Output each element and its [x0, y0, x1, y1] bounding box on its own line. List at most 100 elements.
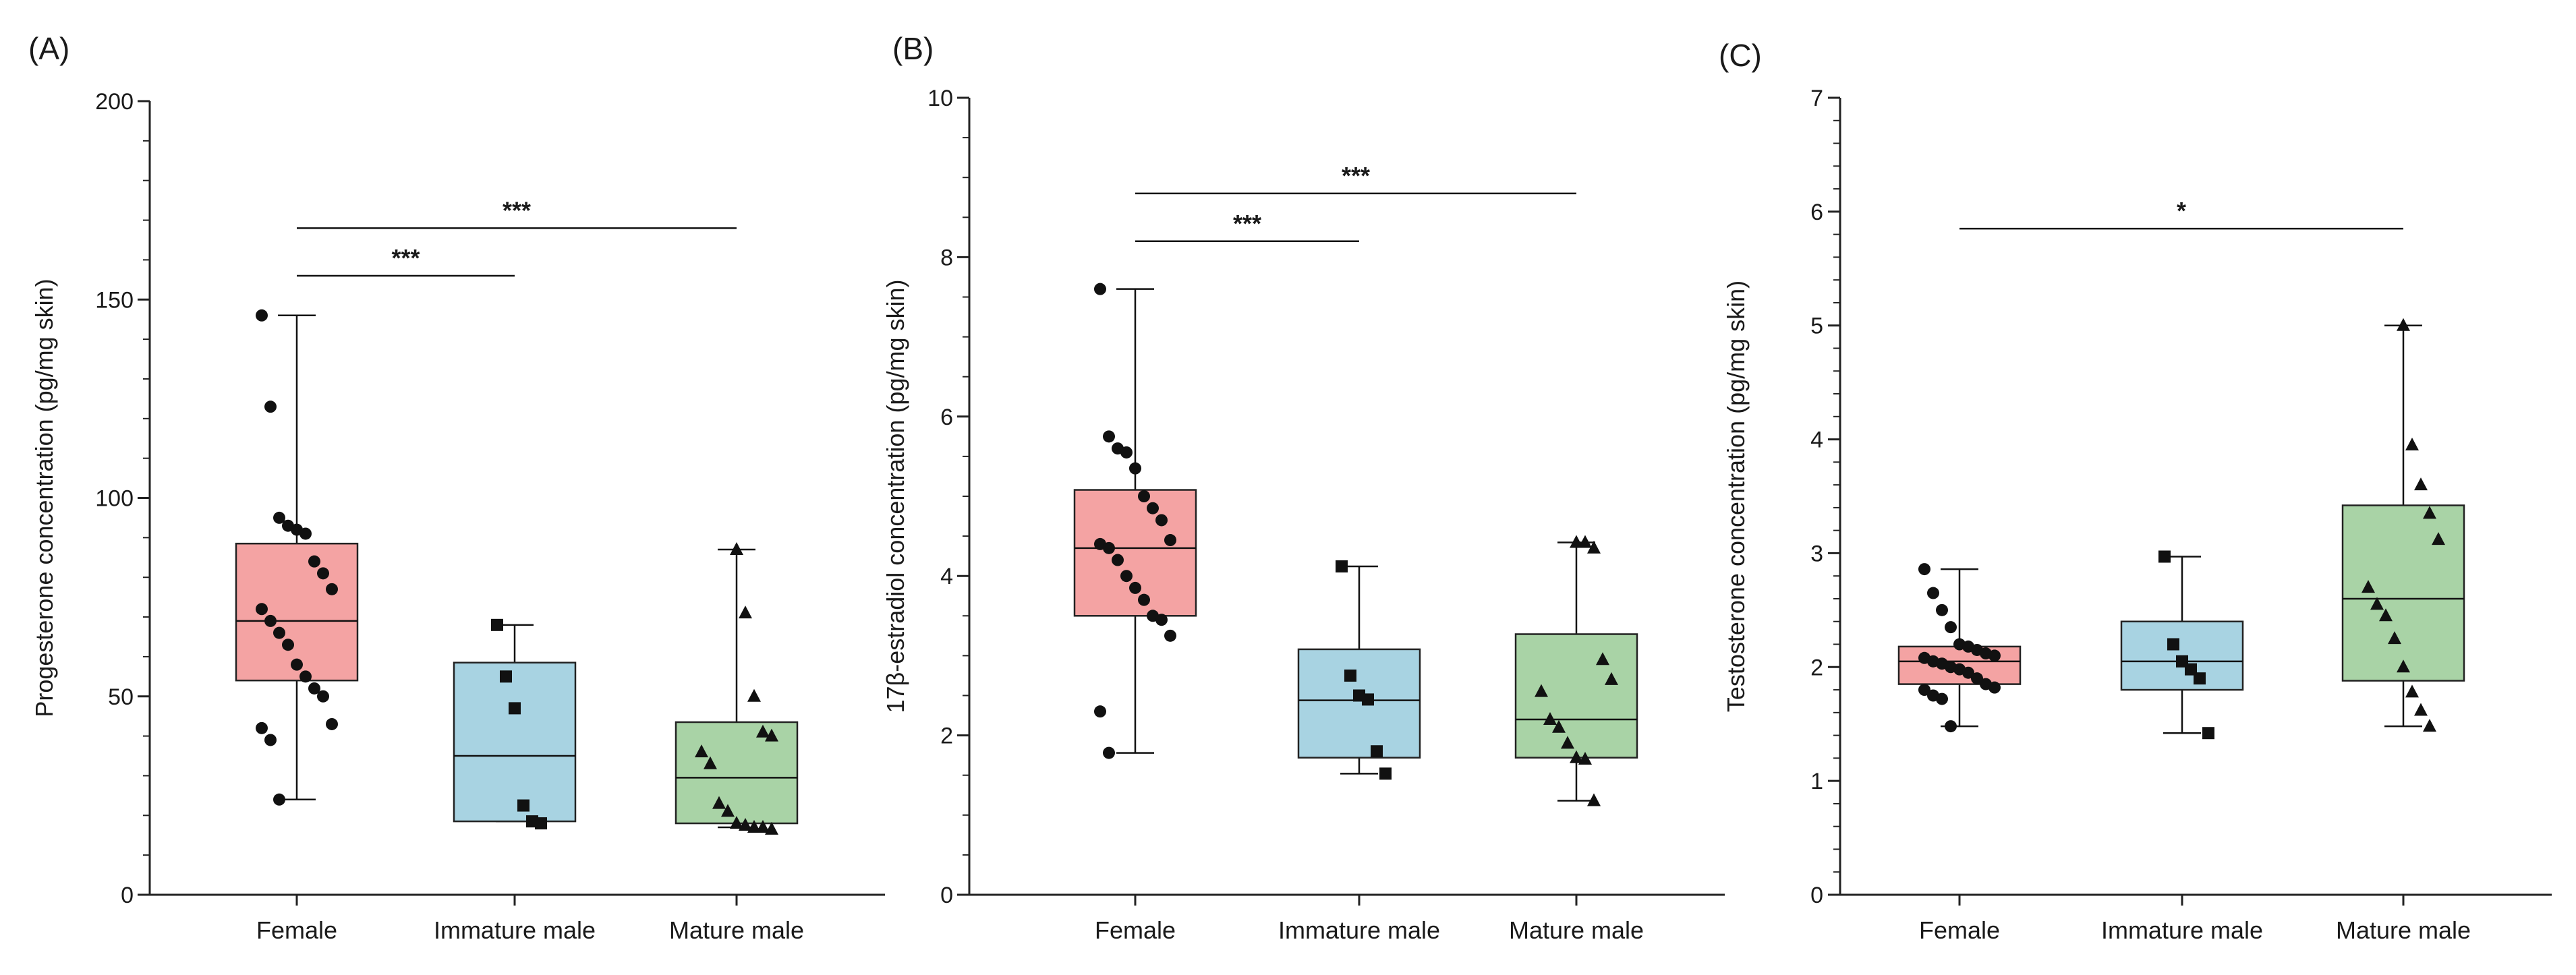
data-point [517, 799, 529, 812]
y-tick-label: 100 [95, 486, 134, 512]
y-tick-label: 3 [1810, 541, 1823, 566]
data-point [2202, 727, 2214, 740]
data-point [509, 702, 521, 715]
significance-label: *** [503, 196, 531, 224]
data-point [1561, 736, 1574, 749]
data-point [1587, 540, 1601, 554]
significance-label: *** [391, 244, 420, 272]
box-immature-male [2120, 556, 2244, 734]
data-point [273, 793, 285, 806]
y-axis-label: Progesterone concentration (pg/mg skin) [30, 278, 58, 717]
box-iqr [235, 542, 359, 682]
data-point [256, 603, 268, 616]
box-iqr [1514, 633, 1638, 759]
y-tick-label: 50 [108, 684, 134, 710]
y-tick-label: 7 [1810, 86, 1823, 111]
data-point [1596, 652, 1609, 666]
data-point [1155, 514, 1168, 527]
data-point [1379, 767, 1392, 780]
significance-label: *** [1342, 162, 1370, 189]
data-point [299, 670, 312, 683]
x-tick-label: Female [1095, 916, 1176, 944]
panel-label: (A) [28, 31, 69, 66]
data-point [500, 670, 512, 683]
data-point [1112, 554, 1124, 566]
data-point [491, 618, 503, 631]
x-tick-label: Immature male [1278, 916, 1440, 944]
y-tick-label: 6 [1810, 200, 1823, 225]
data-point [1587, 793, 1601, 806]
data-point [1918, 684, 1930, 697]
y-tick-label: 4 [1810, 427, 1823, 453]
significance-label: *** [1233, 210, 1261, 237]
data-point [1094, 705, 1106, 718]
data-point [1945, 720, 1957, 733]
box-mature-male [2341, 324, 2465, 728]
data-point [1103, 430, 1115, 443]
data-point [1103, 541, 1115, 554]
data-point [264, 401, 277, 413]
y-tick-label: 10 [927, 86, 953, 111]
x-tick-label: Female [256, 916, 337, 944]
data-point [1918, 563, 1930, 576]
data-point [765, 728, 778, 742]
data-point [704, 756, 717, 769]
data-point [273, 511, 285, 524]
data-point [2158, 550, 2171, 563]
data-point [264, 614, 277, 627]
x-tick-label: Immature male [2101, 916, 2263, 944]
data-point [2362, 580, 2375, 593]
data-point [2194, 672, 2206, 685]
data-point [291, 658, 303, 671]
y-tick-label: 150 [95, 287, 134, 313]
data-point [1971, 672, 1983, 685]
data-point [1535, 684, 1548, 697]
data-point [1103, 746, 1115, 759]
data-point [1578, 752, 1592, 765]
data-point [2414, 477, 2428, 491]
panel-label: (B) [892, 31, 934, 66]
data-point [730, 542, 743, 556]
data-point [282, 639, 294, 651]
box-iqr [2341, 504, 2465, 682]
data-point [1164, 629, 1176, 642]
data-point [1138, 490, 1150, 502]
panel-b: (B) 17β-estradiol concentration (pg/mg sk… [882, 31, 1725, 944]
data-point [2414, 703, 2428, 716]
data-point [1138, 593, 1150, 606]
y-tick-label: 5 [1810, 314, 1823, 339]
box-iqr [1297, 648, 1421, 759]
data-point [1945, 621, 1957, 634]
x-tick-label: Female [1919, 916, 2000, 944]
data-point [1155, 614, 1168, 626]
data-point [747, 688, 761, 702]
y-tick-label: 2 [940, 723, 953, 749]
data-point [273, 626, 285, 639]
x-tick-label: Mature male [669, 916, 804, 944]
data-point [326, 717, 338, 730]
data-point [1164, 534, 1176, 547]
data-point [2185, 663, 2197, 676]
data-point [2432, 532, 2445, 545]
data-point [256, 721, 268, 734]
data-point [695, 744, 708, 758]
data-point [1570, 750, 1583, 763]
data-point [1552, 719, 1566, 733]
data-point [2167, 638, 2179, 651]
data-point [535, 817, 547, 830]
data-point [1147, 502, 1159, 514]
data-point [317, 567, 329, 580]
data-point [2423, 506, 2436, 519]
data-point [256, 309, 268, 322]
y-tick-label: 8 [940, 245, 953, 270]
data-point [2397, 659, 2410, 673]
box-immature-male [1297, 565, 1421, 775]
x-tick-label: Mature male [1509, 916, 1644, 944]
data-point [756, 819, 770, 833]
data-point [2397, 318, 2410, 331]
data-point [739, 818, 752, 831]
data-point [1543, 711, 1557, 725]
data-point [1120, 446, 1133, 459]
data-point [299, 527, 312, 540]
